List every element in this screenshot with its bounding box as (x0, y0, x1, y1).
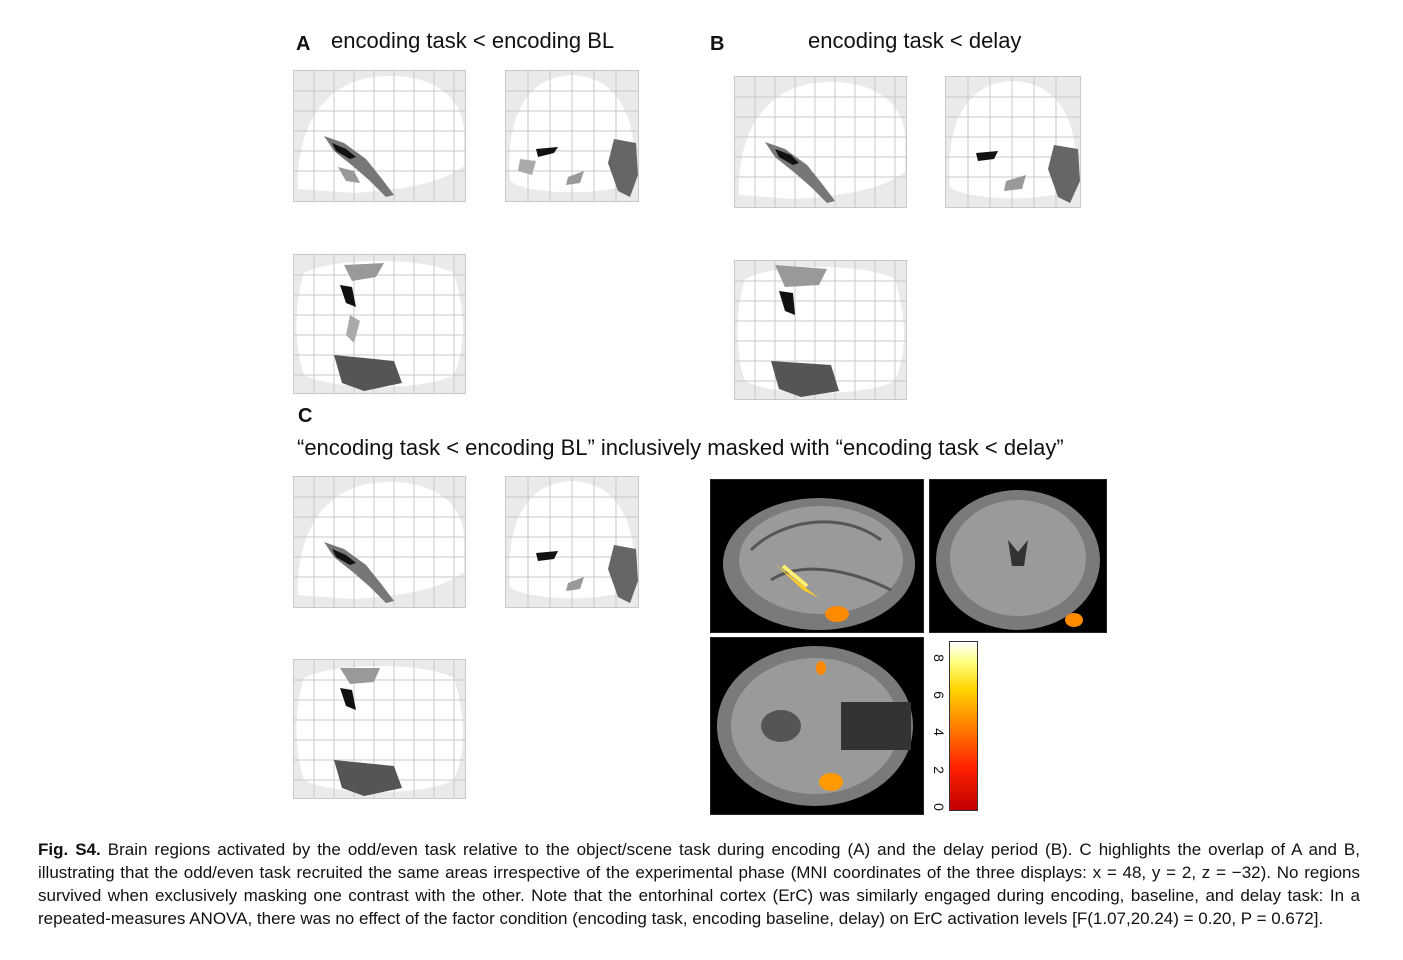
figure-caption: Fig. S4. Brain regions activated by the … (38, 838, 1360, 930)
glass-brain-coronal-a (505, 70, 639, 202)
mri-coronal-slice (929, 479, 1107, 633)
colorbar-tick-6: 6 (931, 691, 947, 699)
glass-brain-coronal-c (505, 476, 639, 608)
glass-brain-coronal-b (945, 76, 1081, 208)
mri-axial-slice (710, 637, 924, 815)
caption-text: Brain regions activated by the odd/even … (38, 840, 1360, 928)
caption-label: Fig. S4. (38, 840, 101, 859)
panel-b-title: encoding task < delay (808, 28, 1022, 53)
glass-brain-axial-b (734, 260, 907, 400)
glass-brain-sagittal-a (293, 70, 466, 202)
panel-b-letter: B (710, 33, 725, 55)
glass-brain-axial-c (293, 659, 466, 799)
glass-brain-axial-a (293, 254, 466, 394)
colorbar-tick-2: 2 (931, 766, 947, 774)
colorbar (949, 641, 978, 811)
colorbar-tick-4: 4 (931, 728, 947, 736)
panel-a-title: encoding task < encoding BL (331, 28, 615, 53)
panel-a-letter: A (296, 33, 311, 55)
panel-c-letter: C (298, 405, 313, 427)
glass-brain-sagittal-b (734, 76, 907, 208)
colorbar-tick-8: 8 (931, 654, 947, 662)
glass-brain-sagittal-c (293, 476, 466, 608)
mri-sagittal-slice (710, 479, 924, 633)
colorbar-tick-0: 0 (931, 803, 947, 811)
panel-c-title: “encoding task < encoding BL” inclusivel… (297, 435, 1064, 460)
